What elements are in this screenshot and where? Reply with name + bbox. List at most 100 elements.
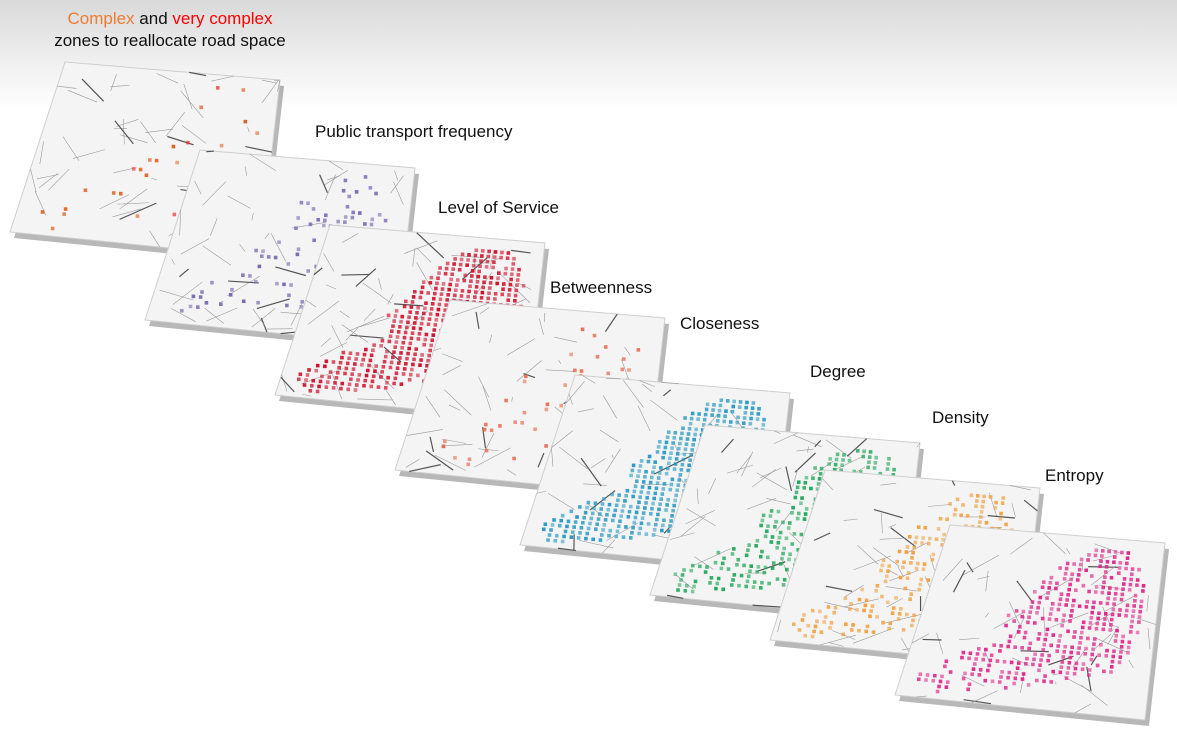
street-line: [247, 126, 250, 133]
grid-cell: [729, 583, 734, 587]
grid-cell: [627, 509, 632, 514]
street-line: [1091, 565, 1117, 586]
grid-cell: [656, 445, 661, 449]
grid-cell: [296, 247, 301, 252]
street-line: [151, 178, 157, 180]
street-line: [1009, 485, 1031, 491]
street-line: [500, 273, 531, 303]
street-line: [1074, 703, 1092, 714]
grid-cell: [849, 602, 853, 606]
grid-cell: [578, 505, 582, 509]
grid-cell: [1133, 593, 1138, 598]
grid-cell: [1061, 618, 1065, 623]
grid-cell: [296, 216, 300, 220]
grid-cell: [578, 531, 582, 535]
grid-cell: [1109, 575, 1114, 580]
grid-cell: [486, 296, 490, 301]
grid-cell: [565, 524, 569, 529]
street-line: [281, 374, 288, 392]
grid-cell: [705, 402, 710, 407]
grid-cell: [670, 477, 675, 482]
street-line: [326, 284, 337, 290]
street-line: [362, 282, 392, 304]
grid-cell: [343, 215, 348, 219]
grid-cell: [422, 311, 426, 316]
grid-cell: [656, 476, 661, 480]
grid-cell: [767, 581, 771, 586]
grid-cell: [493, 250, 498, 254]
grid-cell: [1084, 646, 1088, 651]
street-line: [313, 267, 323, 276]
grid-cell: [476, 274, 481, 279]
grid-cell: [787, 557, 791, 562]
street-line: [434, 454, 466, 471]
grid-cell: [683, 447, 688, 452]
grid-cell: [592, 506, 596, 511]
street-line: [794, 452, 816, 473]
grid-cell: [467, 289, 471, 294]
grid-cell: [870, 604, 875, 608]
grid-cell: [377, 213, 382, 217]
street-line: [116, 119, 139, 127]
grid-cell: [363, 222, 367, 226]
grid-cell: [943, 664, 947, 669]
grid-cell: [1090, 610, 1095, 615]
grid-cell: [618, 519, 622, 523]
grid-cell: [603, 345, 608, 349]
grid-cell: [810, 634, 815, 639]
grid-cell: [1046, 591, 1050, 595]
grid-cell: [515, 283, 519, 288]
grid-cell: [1120, 592, 1125, 597]
grid-cell: [435, 281, 439, 286]
grid-cell: [492, 260, 496, 265]
street-line: [394, 303, 424, 307]
grid-cell: [575, 515, 579, 519]
grid-cell: [945, 517, 949, 522]
grid-cell: [1006, 644, 1010, 649]
grid-cell: [610, 492, 614, 497]
street-line: [603, 395, 618, 419]
grid-cell: [626, 515, 631, 519]
street-line: [507, 469, 517, 476]
grid-cell: [983, 678, 988, 683]
grid-cell: [669, 451, 673, 455]
street-line: [403, 240, 438, 254]
grid-cell: [1033, 589, 1037, 594]
grid-cell: [614, 503, 619, 508]
grid-cell: [1058, 633, 1062, 638]
grid-cell: [1128, 582, 1133, 587]
grid-cell: [775, 546, 779, 550]
grid-cell: [649, 475, 654, 480]
street-line: [766, 498, 791, 505]
grid-cell: [670, 514, 674, 518]
grid-cell: [815, 487, 820, 491]
grid-cell: [350, 215, 355, 220]
grid-cell: [857, 597, 862, 602]
grid-cell: [1000, 670, 1004, 674]
grid-cell: [638, 526, 643, 531]
street-line: [387, 293, 394, 305]
grid-cell: [785, 567, 789, 572]
street-line: [239, 244, 246, 252]
street-line: [171, 258, 175, 265]
street-line: [57, 85, 77, 89]
grid-cell: [1092, 600, 1096, 605]
street-line: [537, 452, 545, 468]
grid-cell: [131, 167, 136, 171]
grid-cell: [1008, 634, 1013, 639]
grid-cell: [742, 416, 747, 420]
grid-cell: [511, 262, 516, 266]
grid-cell: [781, 583, 786, 587]
street-line: [275, 266, 307, 277]
street-line: [1128, 659, 1134, 669]
grid-cell: [435, 312, 440, 317]
grid-cell: [795, 516, 800, 521]
grid-cell: [593, 501, 598, 506]
grid-cell: [938, 679, 943, 684]
street-line: [708, 478, 717, 495]
grid-cell: [410, 367, 414, 372]
grid-cell: [395, 366, 400, 370]
grid-cell: [1069, 577, 1073, 582]
grid-cell: [755, 538, 760, 543]
grid-cell: [563, 383, 567, 387]
